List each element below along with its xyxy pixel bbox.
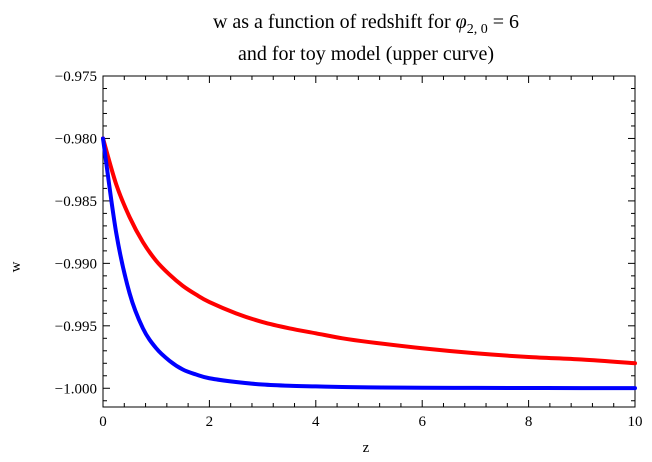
y-tick-label: −0.980 (55, 131, 97, 147)
x-tick-label: 8 (525, 414, 533, 430)
x-tick-label: 10 (628, 414, 643, 430)
series-lines (101, 136, 637, 391)
axes: 0 2 4 6 8 10 −0.975 −0.980 −0.985 −0.990 −0.995 −1.… (55, 69, 643, 430)
title-text: w as a function of redshift for (213, 11, 456, 33)
y-tick-label: −0.995 (55, 319, 97, 335)
y-tick-label: −0.985 (55, 194, 97, 210)
plot-frame (102, 75, 636, 408)
y-tick-label: −0.990 (55, 256, 97, 272)
title-subscript: 2, 0 (467, 22, 488, 37)
y-tick-label: −1.000 (55, 381, 97, 397)
x-tick-label: 0 (99, 414, 107, 430)
chart-title: w as a function of redshift for φ2, 0 = … (213, 11, 519, 65)
title-line-2: and for toy model (upper curve) (238, 43, 494, 65)
x-axis-label: z (363, 440, 370, 456)
series-line-2 (101, 136, 637, 391)
x-tick-label: 4 (312, 414, 320, 430)
x-tick-label: 6 (418, 414, 426, 430)
title-symbol: φ (456, 11, 467, 33)
title-suffix: = 6 (488, 11, 519, 33)
y-tick-label: −0.975 (55, 69, 97, 85)
title-line-1: w as a function of redshift for φ2, 0 = … (213, 11, 519, 37)
series-line-1 (101, 136, 637, 366)
x-tick-label: 2 (206, 414, 214, 430)
title-text: and for toy model (upper curve) (238, 43, 494, 65)
y-axis-label: w (8, 261, 24, 272)
